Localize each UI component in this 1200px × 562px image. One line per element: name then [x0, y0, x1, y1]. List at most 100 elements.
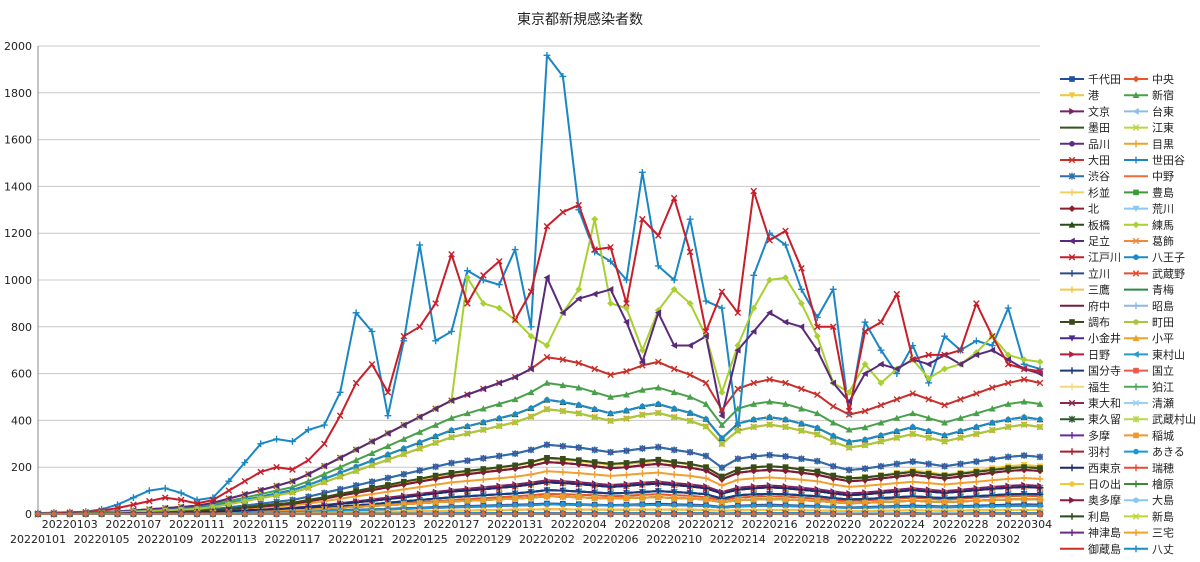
- series-marker: [496, 496, 502, 502]
- legend-label: 狛江: [1152, 381, 1174, 394]
- series-marker: [655, 469, 662, 476]
- series-marker: [560, 399, 566, 405]
- series-marker: [671, 459, 677, 465]
- x-tick-label: 20220204: [551, 518, 607, 531]
- series-marker: [465, 423, 471, 429]
- series-marker: [337, 474, 343, 480]
- series-marker: [385, 457, 391, 463]
- series-marker: [544, 406, 550, 412]
- series-marker: [1021, 464, 1027, 470]
- legend-label: 立川: [1088, 266, 1110, 280]
- series-marker: [703, 424, 709, 430]
- series-marker: [258, 495, 264, 501]
- series-marker: [417, 446, 423, 452]
- x-tick-label: 20220226: [901, 533, 957, 546]
- series-marker: [719, 474, 725, 480]
- series-line: [38, 278, 1040, 514]
- series-marker: [385, 412, 392, 419]
- x-tick-label: 20220103: [42, 518, 98, 531]
- series-marker: [640, 495, 646, 501]
- legend-label: 北: [1088, 203, 1099, 216]
- series-marker: [766, 474, 773, 481]
- legend-label: 荒川: [1152, 203, 1174, 216]
- x-axis-ticks: 2022010120220103202201052022010720220109…: [10, 518, 1052, 546]
- legend-label: 町田: [1152, 316, 1174, 329]
- legend-label: 日の出: [1088, 477, 1121, 491]
- series-marker: [1021, 496, 1027, 502]
- series-marker: [735, 428, 741, 434]
- series-marker: [401, 451, 407, 457]
- series-marker: [512, 419, 518, 425]
- series-marker: [1021, 475, 1028, 482]
- legend-label: 日野: [1088, 348, 1110, 361]
- series-marker: [528, 405, 534, 411]
- series-marker: [481, 427, 487, 433]
- series-marker: [894, 435, 900, 441]
- legend-label: 奥多摩: [1088, 493, 1121, 507]
- x-tick-label: 20220125: [392, 533, 448, 546]
- series-marker: [814, 478, 821, 485]
- legend-label: 品川: [1088, 138, 1110, 151]
- series-marker: [607, 472, 614, 479]
- series-marker: [894, 471, 900, 477]
- legend-label: 大田: [1088, 153, 1110, 167]
- series-marker: [496, 423, 502, 429]
- legend-label: 千代田: [1088, 73, 1121, 86]
- x-tick-label: 20220210: [646, 533, 702, 546]
- series-marker: [353, 488, 359, 494]
- series-marker: [767, 463, 773, 469]
- series-marker: [1021, 414, 1027, 420]
- series-marker: [846, 445, 852, 451]
- legend-label: 国分寺: [1088, 365, 1121, 378]
- x-tick-label: 20220101: [10, 533, 66, 546]
- series-marker: [767, 422, 773, 428]
- series-marker: [465, 498, 471, 504]
- series-marker: [974, 431, 980, 437]
- series-marker: [942, 499, 948, 505]
- series-marker: [226, 501, 232, 507]
- series-marker: [687, 496, 693, 502]
- series-marker: [735, 497, 741, 503]
- series-marker: [560, 456, 566, 462]
- series-marker: [671, 406, 677, 412]
- series-marker: [1069, 529, 1076, 536]
- series-marker: [1005, 476, 1012, 483]
- series-marker: [958, 471, 964, 477]
- series-marker: [1037, 497, 1043, 503]
- series-marker: [1069, 141, 1075, 147]
- legend-label: 八丈: [1152, 543, 1174, 556]
- series-marker: [401, 446, 407, 452]
- series-marker: [862, 437, 868, 443]
- series-marker: [703, 464, 709, 470]
- series-marker: [640, 458, 646, 464]
- series-marker: [830, 433, 836, 439]
- series-marker: [783, 497, 789, 503]
- series-marker: [639, 470, 646, 477]
- legend-label: 利島: [1088, 509, 1110, 523]
- series-marker: [751, 497, 757, 503]
- series-marker: [878, 473, 884, 479]
- x-tick-label: 20220117: [264, 533, 320, 546]
- series-marker: [481, 419, 487, 425]
- series-marker: [655, 401, 661, 407]
- series-marker: [671, 495, 677, 501]
- series-marker: [655, 457, 661, 463]
- series-marker: [321, 422, 328, 429]
- y-tick-label: 1800: [4, 87, 32, 100]
- series-marker: [290, 490, 296, 496]
- series-marker: [910, 498, 916, 504]
- series-marker: [735, 467, 741, 473]
- series-marker: [512, 473, 519, 480]
- y-tick-label: 1000: [4, 274, 32, 287]
- series-marker: [1133, 254, 1139, 260]
- legend-label: 瑞穂: [1152, 461, 1174, 475]
- legend-label: 板橋: [1088, 218, 1110, 232]
- series-marker: [528, 414, 534, 420]
- series-marker: [416, 242, 423, 249]
- series-marker: [608, 411, 614, 417]
- series-marker: [910, 469, 916, 475]
- series-marker: [1005, 465, 1011, 471]
- series-marker: [242, 498, 248, 504]
- series-marker: [815, 469, 821, 475]
